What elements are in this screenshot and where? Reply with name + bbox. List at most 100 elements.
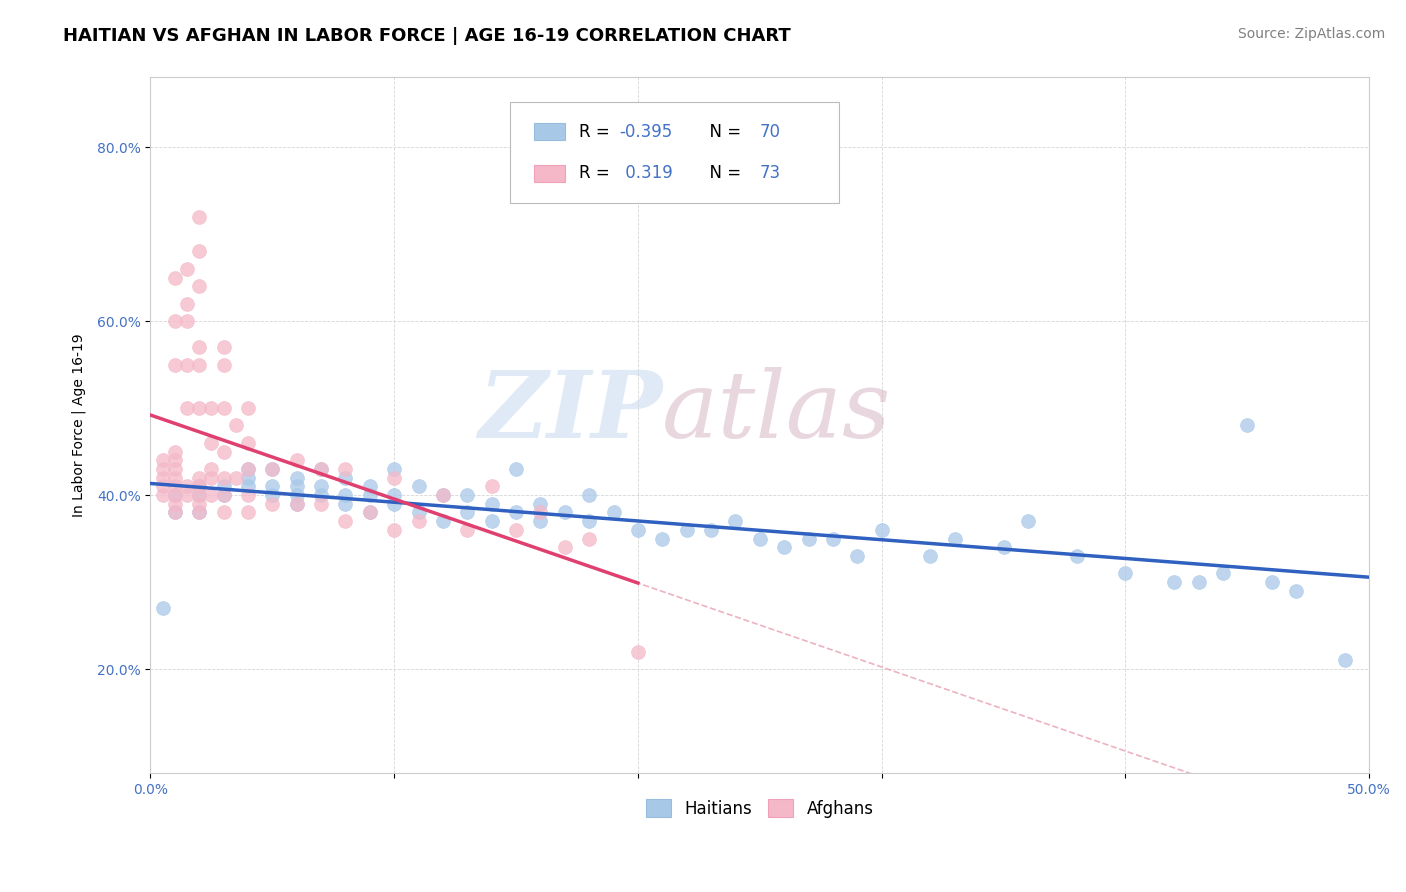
Text: atlas: atlas <box>662 367 891 457</box>
Bar <box>534 123 565 140</box>
Text: R =: R = <box>579 164 616 183</box>
Text: 0.319: 0.319 <box>620 164 672 183</box>
Point <box>163 270 186 285</box>
Point <box>285 479 308 493</box>
Point <box>529 514 551 528</box>
Point <box>382 488 405 502</box>
Point <box>262 462 284 476</box>
Point <box>748 532 770 546</box>
Point <box>481 497 503 511</box>
Point <box>176 488 198 502</box>
Point <box>200 488 222 502</box>
Text: Source: ZipAtlas.com: Source: ZipAtlas.com <box>1237 27 1385 41</box>
Point <box>163 497 186 511</box>
Point <box>176 479 198 493</box>
Point <box>212 444 235 458</box>
Point <box>152 462 174 476</box>
Point <box>285 470 308 484</box>
Point <box>1333 653 1355 667</box>
Point <box>200 401 222 415</box>
Bar <box>534 165 565 182</box>
Point <box>176 401 198 415</box>
Text: N =: N = <box>699 164 747 183</box>
Point <box>382 462 405 476</box>
Point <box>188 401 211 415</box>
Point <box>1285 583 1308 598</box>
Point <box>188 505 211 519</box>
Point <box>176 358 198 372</box>
Point <box>262 479 284 493</box>
Point <box>456 488 478 502</box>
Point <box>212 470 235 484</box>
Point <box>773 540 796 554</box>
Point <box>212 488 235 502</box>
Text: HAITIAN VS AFGHAN IN LABOR FORCE | AGE 16-19 CORRELATION CHART: HAITIAN VS AFGHAN IN LABOR FORCE | AGE 1… <box>63 27 792 45</box>
Point <box>651 532 673 546</box>
Point <box>1212 566 1234 581</box>
Point <box>188 210 211 224</box>
Point <box>212 488 235 502</box>
Point <box>309 462 332 476</box>
Point <box>188 470 211 484</box>
Point <box>236 488 259 502</box>
Point <box>578 488 600 502</box>
Point <box>285 497 308 511</box>
Point <box>505 523 527 537</box>
Point <box>993 540 1015 554</box>
Point <box>163 462 186 476</box>
Point <box>236 470 259 484</box>
Point <box>359 479 381 493</box>
Point <box>456 505 478 519</box>
Point <box>920 549 942 563</box>
Point <box>943 532 966 546</box>
Point <box>335 497 357 511</box>
Point <box>529 497 551 511</box>
Point <box>188 244 211 259</box>
Point <box>554 540 576 554</box>
Point <box>456 523 478 537</box>
Point <box>212 358 235 372</box>
Text: N =: N = <box>699 123 747 141</box>
Point <box>188 479 211 493</box>
Point <box>152 470 174 484</box>
Point <box>236 462 259 476</box>
Text: R =: R = <box>579 123 616 141</box>
Point <box>505 505 527 519</box>
Point <box>432 488 454 502</box>
Point <box>578 514 600 528</box>
Point <box>152 479 174 493</box>
Text: 70: 70 <box>759 123 780 141</box>
Point <box>870 523 893 537</box>
Legend: Haitians, Afghans: Haitians, Afghans <box>640 793 880 824</box>
Point <box>554 505 576 519</box>
Point <box>188 358 211 372</box>
Point <box>236 401 259 415</box>
Point <box>724 514 747 528</box>
Point <box>176 314 198 328</box>
Point <box>212 340 235 354</box>
Point <box>382 497 405 511</box>
Text: 73: 73 <box>759 164 780 183</box>
Point <box>163 470 186 484</box>
Point <box>529 505 551 519</box>
Point <box>1114 566 1136 581</box>
Point <box>408 505 430 519</box>
Point <box>163 488 186 502</box>
Point <box>1163 575 1185 590</box>
Point <box>1260 575 1282 590</box>
Point <box>152 453 174 467</box>
Point <box>335 488 357 502</box>
Point <box>163 505 186 519</box>
Point <box>359 505 381 519</box>
Point <box>335 462 357 476</box>
Point <box>285 497 308 511</box>
Point <box>262 462 284 476</box>
Point <box>1066 549 1088 563</box>
Point <box>285 453 308 467</box>
Point <box>578 532 600 546</box>
Point <box>188 488 211 502</box>
Point <box>481 479 503 493</box>
Point <box>382 523 405 537</box>
Point <box>152 601 174 615</box>
Point <box>309 479 332 493</box>
